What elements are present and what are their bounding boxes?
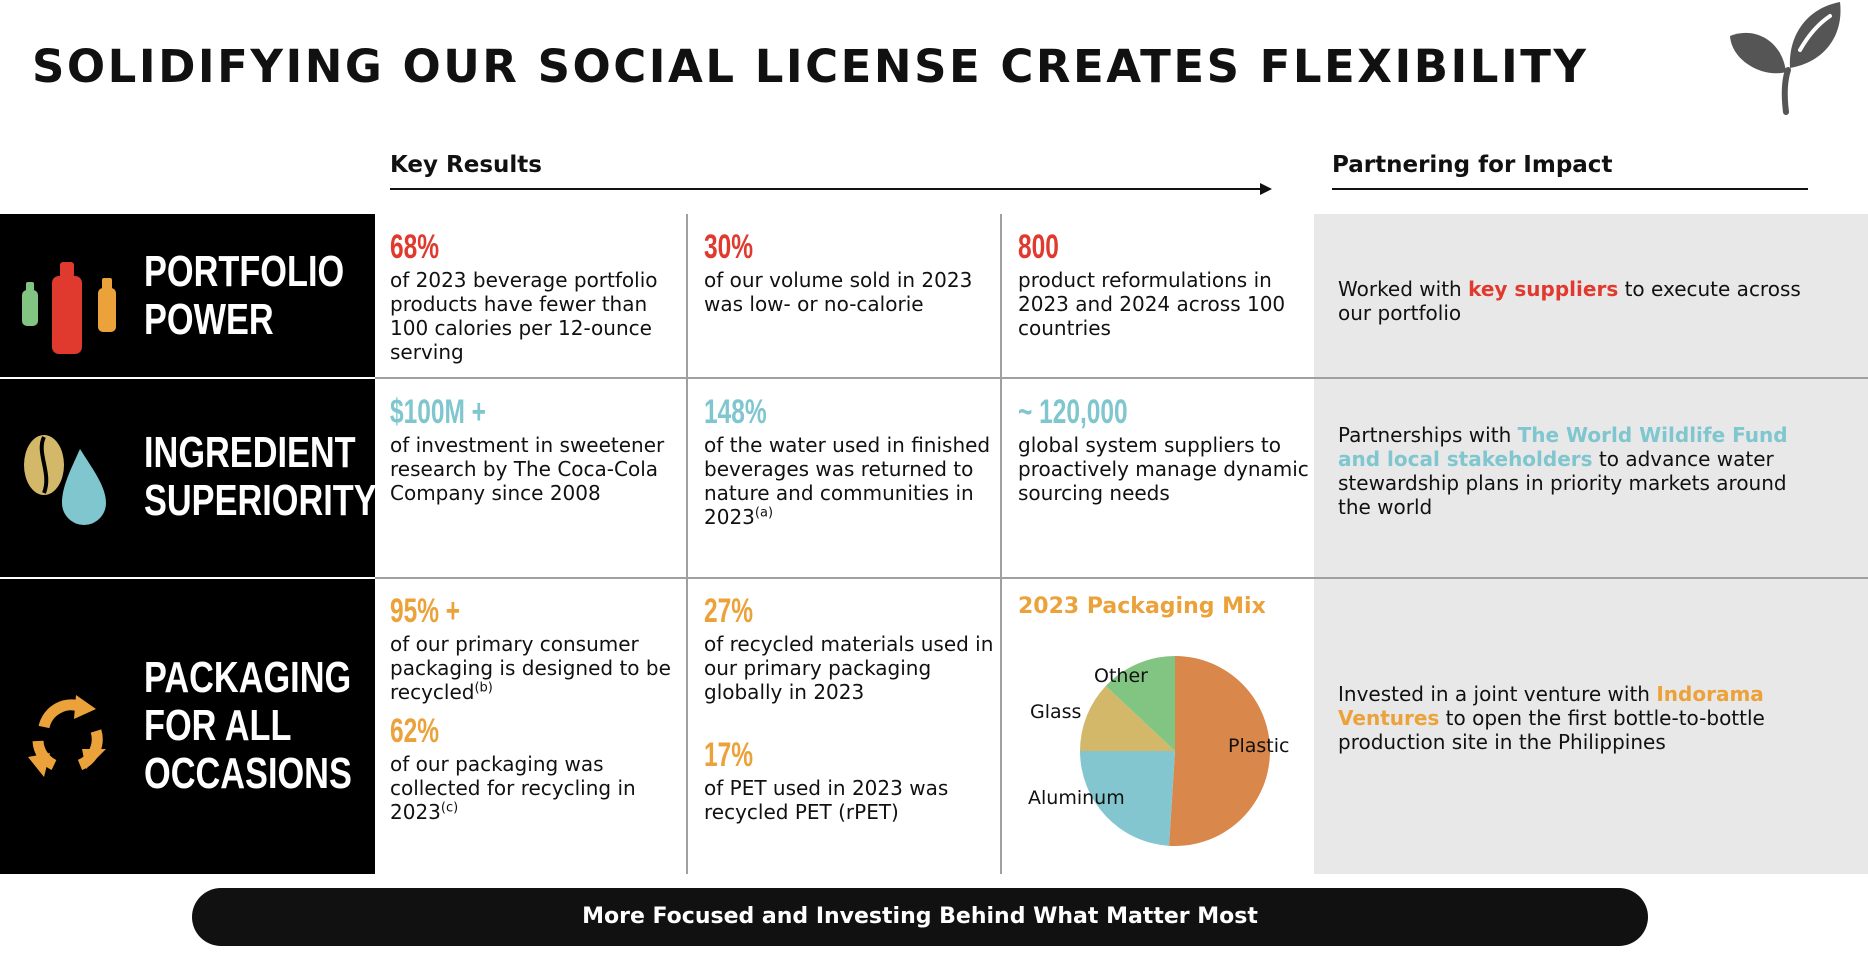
row-label-packaging-line2: FOR ALL <box>144 701 292 750</box>
row-label-packaging-line1: PACKAGING <box>144 653 352 702</box>
metric-description: of our volume sold in 2023 was low- or n… <box>704 268 973 316</box>
row-divider <box>375 377 1868 379</box>
row-label-ingredient-superiority: INGREDIENT SUPERIORITY <box>0 379 377 577</box>
pie-label-glass: Glass <box>1030 701 1081 723</box>
metric-value: ~ 120,000 <box>1018 393 1128 431</box>
partner-text-prefix: Invested in a joint venture with <box>1338 682 1657 706</box>
partner-highlight: Indorama Ventures <box>1338 682 1764 730</box>
metric-cell: 800 product reformulations in 2023 and 2… <box>1018 228 1318 340</box>
partnering-header: Partnering for Impact <box>1332 152 1613 178</box>
partner-text-suffix: to execute across our portfolio <box>1338 277 1801 325</box>
metric-cell: 68% of 2023 beverage portfolio products … <box>390 228 690 364</box>
metric-value: 27% <box>704 592 754 630</box>
partner-column-background <box>1314 214 1868 874</box>
pie-slice-other <box>1105 656 1175 751</box>
metric-value: 95% + <box>390 592 461 630</box>
metric-cell: 30% of our volume sold in 2023 was low- … <box>704 228 1004 316</box>
footnote-marker: (a) <box>754 505 774 521</box>
pie-label-plastic: Plastic <box>1228 735 1289 757</box>
partner-highlight: The World Wildlife Fund and local stakeh… <box>1338 423 1788 471</box>
partner-text-suffix: to open the first bottle-to-bottle produ… <box>1338 706 1765 754</box>
partnering-underline <box>1332 188 1808 190</box>
pie-slice-plastic <box>1169 656 1270 846</box>
row-label-portfolio-line2: POWER <box>144 295 274 344</box>
metric-value: 68% <box>390 228 440 266</box>
metric-description: of the water used in finished beverages … <box>704 433 1004 529</box>
metric-description: of investment in sweetener research by T… <box>390 433 665 505</box>
partner-highlight: key suppliers <box>1468 277 1619 301</box>
metric-value: 62% <box>390 712 440 750</box>
partner-text-portfolio: Worked with key suppliers to execute acr… <box>1338 277 1818 325</box>
pie-slice-aluminum <box>1080 751 1175 846</box>
partner-text-ingredient: Partnerships with The World Wildlife Fun… <box>1338 423 1818 519</box>
metric-description: of our primary consumer packaging is des… <box>390 632 690 704</box>
row-label-packaging-line3: OCCASIONS <box>144 749 352 798</box>
metric-value: 30% <box>704 228 754 266</box>
key-results-arrow-head <box>1260 183 1272 195</box>
metric-description: of PET used in 2023 was recycled PET (rP… <box>704 776 949 824</box>
metric-cell: $100M + of investment in sweetener resea… <box>390 393 690 505</box>
leaf-icon <box>1730 2 1841 115</box>
row-label-ingredient-line1: INGREDIENT <box>144 428 356 477</box>
metric-cell: 95% + of our primary consumer packaging … <box>390 592 690 704</box>
key-results-header: Key Results <box>390 152 542 178</box>
partner-text-suffix: to advance water stewardship plans in pr… <box>1338 447 1787 519</box>
metric-cell: 17% of PET used in 2023 was recycled PET… <box>704 736 1004 824</box>
metric-cell: 148% of the water used in finished bever… <box>704 393 1004 529</box>
metric-value: 800 <box>1018 228 1059 266</box>
metric-description: of 2023 beverage portfolio products have… <box>390 268 658 364</box>
row-divider <box>375 577 1868 579</box>
row-label-ingredient-line2: SUPERIORITY <box>144 476 377 525</box>
pie-slice-glass <box>1080 685 1175 751</box>
recycle-icon <box>28 695 106 777</box>
key-results-arrow-line <box>390 188 1270 190</box>
row-label-packaging: PACKAGING FOR ALL OCCASIONS <box>0 579 375 874</box>
metric-description: of recycled materials used in our primar… <box>704 632 994 704</box>
metric-cell: ~ 120,000 global system suppliers to pro… <box>1018 393 1318 505</box>
footnote-marker: (b) <box>474 680 493 696</box>
metric-description: of our packaging was collected for recyc… <box>390 752 690 824</box>
row-label-portfolio-line1: PORTFOLIO <box>144 247 345 296</box>
column-divider <box>686 214 688 874</box>
partner-text-prefix: Worked with <box>1338 277 1469 301</box>
metric-description-text: of the water used in finished beverages … <box>704 433 991 529</box>
metric-value: 148% <box>704 393 767 431</box>
bean-and-water-drop-icon <box>24 435 106 525</box>
footnote-marker: (c) <box>440 800 459 816</box>
metric-cell: 62% of our packaging was collected for r… <box>390 712 690 824</box>
row-label-portfolio-power: PORTFOLIO POWER <box>0 214 375 377</box>
metric-value: $100M + <box>390 393 486 431</box>
page-title: SOLIDIFYING OUR SOCIAL LICENSE CREATES F… <box>32 40 1589 93</box>
metric-value: 17% <box>704 736 754 774</box>
chart-title: 2023 Packaging Mix <box>1018 594 1266 619</box>
metric-description-text: of our primary consumer packaging is des… <box>390 632 671 704</box>
column-divider <box>1000 214 1002 874</box>
packaging-mix-pie-chart: Plastic Aluminum Glass Other <box>1028 656 1289 846</box>
bottom-banner: More Focused and Investing Behind What M… <box>192 888 1648 946</box>
metric-description: global system suppliers to proactively m… <box>1018 433 1309 505</box>
partner-text-packaging: Invested in a joint venture with Indoram… <box>1338 682 1818 754</box>
metric-cell: 27% of recycled materials used in our pr… <box>704 592 1004 704</box>
metric-description: product reformulations in 2023 and 2024 … <box>1018 268 1286 340</box>
metric-description-text: of our packaging was collected for recyc… <box>390 752 636 824</box>
pie-label-aluminum: Aluminum <box>1028 787 1125 809</box>
pie-label-other: Other <box>1094 665 1148 687</box>
partner-text-prefix: Partnerships with <box>1338 423 1518 447</box>
bottles-icon <box>22 262 116 354</box>
